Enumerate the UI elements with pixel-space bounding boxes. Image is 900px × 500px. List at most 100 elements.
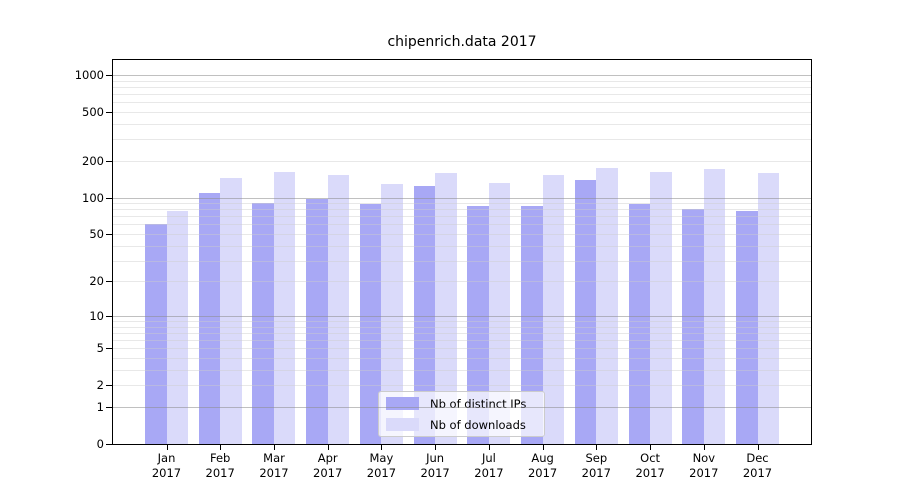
- gridline: [113, 407, 811, 408]
- x-tick-year: 2017: [420, 466, 450, 480]
- x-tick-year: 2017: [205, 466, 235, 480]
- bar-ips-feb: [198, 193, 221, 444]
- gridline: [113, 160, 811, 162]
- plot-area: Nb of distinct IPs Nb of downloads 0 1 2 5 1…: [75, 59, 812, 480]
- legend-swatch-distinct-ips: [386, 397, 419, 410]
- x-tick-label: May 2017: [351, 451, 411, 481]
- gridline: [113, 209, 811, 211]
- x-tick-month: Dec: [746, 451, 769, 465]
- gridline: [113, 245, 811, 247]
- y-tick-label: 50: [89, 227, 104, 241]
- bar-ips-jun: [413, 186, 436, 444]
- x-tick-mark: [542, 445, 544, 450]
- y-tick-mark: [106, 407, 112, 408]
- bar-ips-oct: [628, 204, 651, 444]
- x-tick-year: 2017: [635, 466, 665, 480]
- x-tick-year: 2017: [259, 466, 289, 480]
- y-tick-label: 10: [89, 308, 104, 323]
- bar-downloads-jul: [488, 182, 511, 444]
- legend-swatch-downloads: [386, 418, 419, 431]
- gridline: [113, 74, 811, 76]
- y-tick-mark: [106, 281, 112, 283]
- bar-downloads-apr: [327, 174, 350, 444]
- x-tick-month: Jul: [481, 451, 496, 465]
- bar-ips-may: [359, 204, 382, 444]
- bar-downloads-oct: [650, 171, 672, 444]
- x-tick-month: Apr: [317, 451, 338, 465]
- x-tick-year: 2017: [366, 466, 397, 480]
- x-tick-mark: [488, 445, 490, 450]
- gridline: [113, 369, 811, 371]
- bar-ips-nov: [682, 209, 704, 444]
- y-tick-label: 100: [82, 190, 104, 205]
- x-tick-year: 2017: [474, 466, 504, 480]
- bar-ips-aug: [521, 206, 543, 444]
- x-tick-month: Jan: [157, 451, 176, 465]
- bar-downloads-sep: [596, 168, 618, 444]
- bar-downloads-jan: [166, 211, 188, 444]
- x-tick-month: Mar: [263, 451, 285, 465]
- y-tick-label: 200: [82, 153, 104, 168]
- gridline: [113, 321, 811, 322]
- x-tick-month: Oct: [640, 451, 661, 465]
- y-tick-mark: [106, 197, 112, 199]
- bar-downloads-may: [381, 183, 403, 444]
- y-tick-label: 5: [96, 341, 104, 356]
- legend: Nb of distinct IPs Nb of downloads: [378, 391, 545, 437]
- gridline: [113, 281, 811, 283]
- y-tick-mark: [106, 348, 112, 350]
- bar-downloads-mar: [273, 171, 296, 444]
- bar-ips-apr: [306, 198, 328, 444]
- y-tick-label: 1: [96, 400, 104, 414]
- gridline: [113, 340, 811, 342]
- y-tick-label: 500: [82, 104, 104, 119]
- gridline: [113, 332, 811, 334]
- x-tick-mark: [381, 445, 383, 450]
- legend-label-downloads: Nb of downloads: [430, 417, 526, 432]
- bar-downloads-jun: [435, 172, 457, 444]
- x-tick-mark: [327, 445, 329, 450]
- x-tick-label: Aug 2017: [513, 451, 573, 481]
- x-tick-mark: [703, 445, 705, 450]
- y-tick-label: 1000: [74, 67, 104, 82]
- bar-ips-dec: [736, 211, 758, 444]
- gridline: [113, 102, 811, 104]
- grid-layer: [113, 60, 811, 444]
- x-tick-year: 2017: [527, 466, 558, 480]
- bar-downloads-aug: [542, 174, 565, 444]
- bars-layer: [113, 60, 811, 444]
- x-tick-label: Oct 2017: [620, 451, 680, 481]
- bar-ips-jan: [145, 224, 167, 444]
- legend-item-downloads: Nb of downloads: [386, 417, 537, 432]
- y-tick-mark: [106, 234, 112, 235]
- x-tick-mark: [596, 445, 598, 450]
- x-tick-label: Jun 2017: [405, 451, 465, 481]
- x-tick-mark: [650, 445, 652, 450]
- x-tick-label: Dec 2017: [728, 451, 788, 481]
- chart-title: chipenrich.data 2017: [387, 34, 537, 50]
- gridline: [113, 216, 811, 218]
- x-tick-year: 2017: [151, 466, 182, 480]
- bar-ips-jul: [467, 206, 489, 444]
- x-tick-month: Feb: [210, 451, 231, 465]
- gridline: [113, 385, 811, 387]
- x-tick-label: Sep 2017: [566, 451, 626, 481]
- x-tick-label: Feb 2017: [190, 451, 250, 481]
- bar-ips-mar: [252, 203, 274, 444]
- bar-downloads-nov: [703, 168, 726, 444]
- gridline: [113, 197, 811, 199]
- y-tick-mark: [106, 74, 112, 76]
- x-tick-year: 2017: [689, 466, 719, 480]
- x-tick-month: Jun: [426, 451, 445, 465]
- x-tick-mark: [166, 445, 168, 450]
- gridline: [113, 86, 811, 88]
- y-tick-mark: [106, 111, 112, 113]
- gridline: [113, 203, 811, 204]
- bar-ips-sep: [574, 179, 597, 444]
- gridline: [113, 94, 811, 95]
- gridline: [113, 80, 811, 82]
- x-tick-month: Sep: [585, 451, 608, 465]
- x-tick-year: 2017: [313, 466, 343, 480]
- gridline: [113, 234, 811, 235]
